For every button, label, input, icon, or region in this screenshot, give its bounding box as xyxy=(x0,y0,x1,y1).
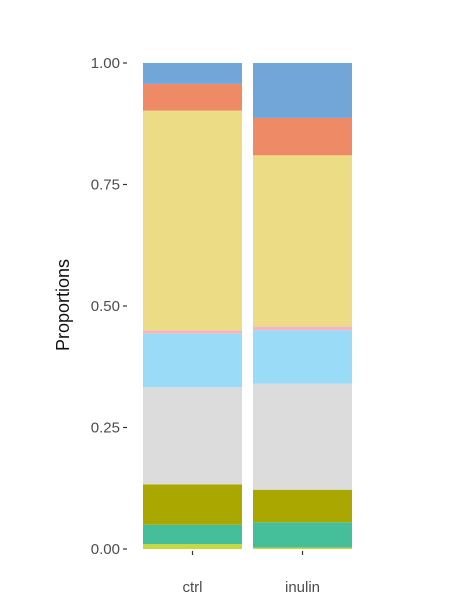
bar-segment-inulin-5 xyxy=(253,330,352,384)
bar-segment-inulin-1 xyxy=(253,547,352,549)
bar-segment-ctrl-6 xyxy=(143,330,242,334)
bar-segment-inulin-9 xyxy=(253,63,352,118)
x-axis: ctrl inulin xyxy=(183,551,320,596)
y-tick-label: 0.00 xyxy=(91,541,120,558)
bar-segment-ctrl-7 xyxy=(143,110,242,331)
bar-segment-inulin-8 xyxy=(253,117,352,156)
y-tick-label: 0.25 xyxy=(91,420,120,437)
bar-segment-inulin-3 xyxy=(253,489,352,523)
bar-segment-ctrl-5 xyxy=(143,333,242,388)
bar-segment-ctrl-1 xyxy=(143,544,242,549)
bar-segment-ctrl-4 xyxy=(143,387,242,485)
x-tick-label-ctrl: ctrl xyxy=(183,579,203,596)
bar-segment-inulin-7 xyxy=(253,155,352,327)
bar-segment-ctrl-8 xyxy=(143,83,242,111)
y-tick-label: 0.50 xyxy=(91,298,120,315)
bar-segment-inulin-4 xyxy=(253,383,352,490)
bars-layer xyxy=(143,63,352,549)
y-axis-title: Proportions xyxy=(53,259,73,351)
bar-segment-ctrl-2 xyxy=(143,524,242,545)
y-axis: 0.00 0.25 0.50 0.75 1.00 xyxy=(91,55,127,558)
y-tick-label: 1.00 xyxy=(91,55,120,72)
bar-segment-inulin-2 xyxy=(253,522,352,548)
y-tick-label: 0.75 xyxy=(91,177,120,194)
bar-segment-inulin-6 xyxy=(253,326,352,331)
bar-segment-ctrl-3 xyxy=(143,484,242,525)
x-tick-label-inulin: inulin xyxy=(285,579,320,596)
bar-segment-ctrl-9 xyxy=(143,63,242,84)
